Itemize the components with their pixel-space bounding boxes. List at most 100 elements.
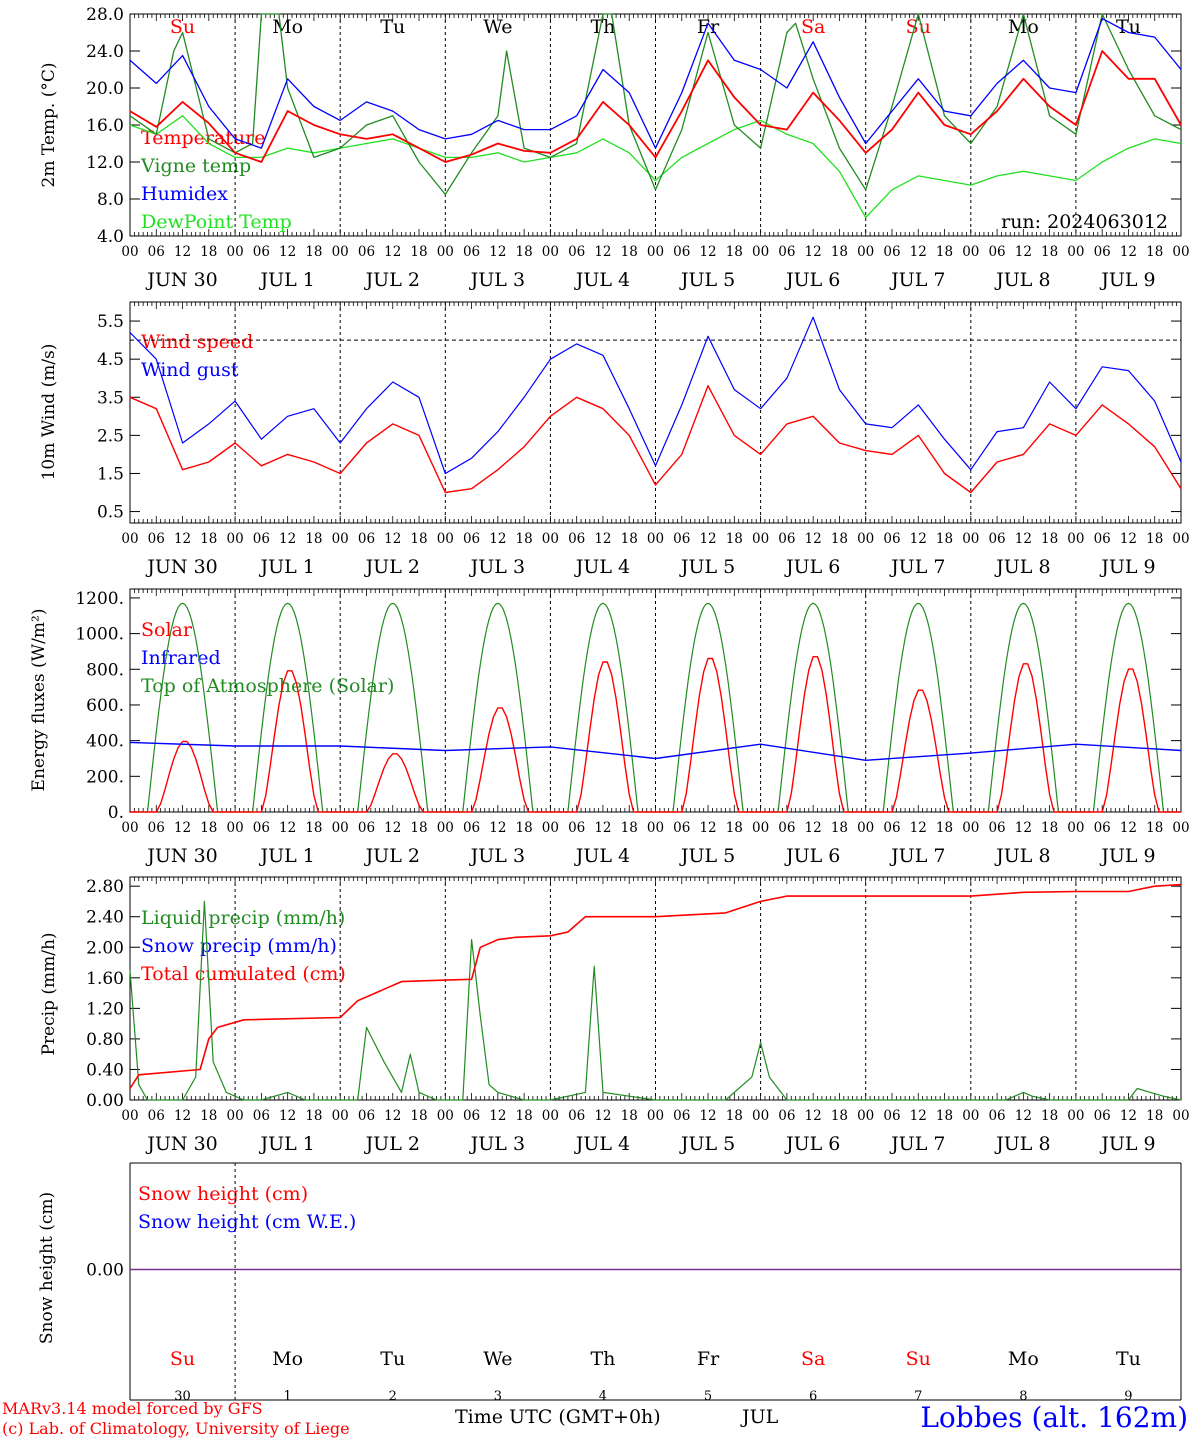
- hour-tick-label: 00: [962, 1108, 979, 1124]
- hour-tick-label: 00: [227, 244, 244, 260]
- hour-tick-label: 12: [594, 820, 611, 836]
- hour-tick-label: 12: [699, 1108, 716, 1124]
- date-label: JUL 1: [258, 1133, 314, 1155]
- hour-tick-label: 12: [1120, 1108, 1137, 1124]
- day-of-week-label: Su: [906, 1348, 931, 1370]
- hour-tick-label: 00: [1067, 1108, 1084, 1124]
- date-label: JUN 30: [145, 1133, 217, 1155]
- y-tick-label: 2.00: [86, 938, 124, 958]
- hour-tick-label: 06: [463, 531, 480, 547]
- day-of-week-label: We: [483, 1348, 512, 1370]
- solar-line: [130, 656, 1181, 813]
- y-tick-label: 2.80: [86, 877, 124, 897]
- hour-tick-label: 06: [988, 1108, 1005, 1124]
- hour-tick-label: 12: [174, 820, 191, 836]
- day-of-week-label: Mo: [1008, 16, 1039, 38]
- hour-tick-label: 18: [621, 531, 638, 547]
- hour-tick-label: 00: [332, 1108, 349, 1124]
- hour-tick-label: 18: [936, 1108, 953, 1124]
- hour-tick-label: 18: [726, 244, 743, 260]
- hour-tick-label: 06: [148, 1108, 165, 1124]
- date-label: JUL 4: [574, 556, 630, 578]
- legend-liquid-precip: Liquid precip (mm/h): [141, 907, 345, 929]
- y-tick-label: 400.: [86, 732, 124, 752]
- date-label: JUL 8: [994, 1133, 1050, 1155]
- date-label: JUL 7: [889, 845, 945, 867]
- hour-tick-label: 06: [883, 244, 900, 260]
- wind-speed-line: [129, 385, 1182, 494]
- hour-tick-label: 12: [699, 531, 716, 547]
- hour-tick-label: 06: [1094, 244, 1111, 260]
- hour-tick-label: 06: [253, 1108, 270, 1124]
- hour-tick-label: 18: [516, 244, 533, 260]
- y-tick-label: 16.0: [86, 116, 124, 136]
- hour-tick-label: 12: [1015, 244, 1032, 260]
- date-label: JUL 5: [679, 1133, 735, 1155]
- date-label: JUL 6: [784, 269, 840, 291]
- legend-vigne-temp: Vigne temp: [140, 155, 251, 177]
- hour-tick-label: 00: [121, 1108, 138, 1124]
- hour-tick-label: 12: [699, 244, 716, 260]
- hour-tick-label: 18: [305, 1108, 322, 1124]
- hour-tick-label: 18: [831, 820, 848, 836]
- hour-tick-label: 12: [489, 1108, 506, 1124]
- day-of-week-label: Th: [590, 16, 615, 38]
- hour-tick-label: 00: [1067, 244, 1084, 260]
- hour-tick-label: 06: [148, 820, 165, 836]
- y-tick-label: 3.5: [97, 388, 124, 408]
- day-of-week-label: Sa: [801, 16, 825, 38]
- wind-axis-title: 10m Wind (m/s): [39, 344, 59, 481]
- y-tick-label: 8.0: [97, 190, 124, 210]
- legend-total-cumulated: Total cumulated (cm): [141, 963, 346, 985]
- day-of-week-label: We: [483, 16, 512, 38]
- hour-tick-label: 00: [1172, 1108, 1189, 1124]
- hour-tick-label: 18: [1146, 244, 1163, 260]
- hour-tick-label: 06: [463, 244, 480, 260]
- hour-tick-label: 12: [910, 244, 927, 260]
- day-of-week-label: Mo: [1008, 1348, 1039, 1370]
- hour-tick-label: 06: [988, 820, 1005, 836]
- hour-tick-label: 00: [647, 820, 664, 836]
- toa-solar-line: [130, 602, 1181, 813]
- hour-tick-label: 18: [726, 1108, 743, 1124]
- hour-tick-label: 06: [883, 531, 900, 547]
- day-of-week-label: Th: [590, 1348, 615, 1370]
- day-of-week-label: Su: [170, 16, 195, 38]
- vigne-temp-line: [129, 13, 1182, 196]
- hour-tick-label: 00: [542, 820, 559, 836]
- temperature-line: [129, 50, 1182, 163]
- hour-tick-label: 00: [857, 531, 874, 547]
- precip-axis-title: Precip (mm/h): [39, 932, 59, 1055]
- day-of-week-label: Mo: [272, 1348, 303, 1370]
- hour-tick-label: 12: [279, 820, 296, 836]
- hour-tick-label: 18: [305, 820, 322, 836]
- hour-tick-label: 00: [962, 820, 979, 836]
- day-number-label: 9: [1124, 1389, 1132, 1404]
- total-cumulated-line: [129, 883, 1182, 1089]
- hour-tick-label: 06: [778, 244, 795, 260]
- hour-tick-label: 12: [594, 244, 611, 260]
- hour-tick-label: 12: [279, 1108, 296, 1124]
- hour-tick-label: 12: [1120, 820, 1137, 836]
- legend-humidex: Humidex: [141, 183, 228, 205]
- hour-tick-label: 12: [384, 820, 401, 836]
- y-tick-label: 0.80: [86, 1030, 124, 1050]
- station-label: Lobbes (alt. 162m): [920, 1401, 1188, 1434]
- day-number-label: 1: [284, 1389, 292, 1404]
- date-label: JUL 9: [1099, 1133, 1155, 1155]
- day-number-label: 8: [1019, 1389, 1027, 1404]
- hour-tick-label: 18: [410, 820, 427, 836]
- hour-tick-label: 12: [1120, 244, 1137, 260]
- hour-tick-label: 12: [805, 244, 822, 260]
- infrared-line: [129, 741, 1182, 761]
- hour-tick-label: 00: [1172, 820, 1189, 836]
- hour-tick-label: 00: [437, 244, 454, 260]
- date-label: JUL 8: [994, 556, 1050, 578]
- hour-tick-label: 00: [1172, 531, 1189, 547]
- time-axis-label: Time UTC (GMT+0h): [455, 1406, 661, 1428]
- hour-tick-label: 18: [1146, 820, 1163, 836]
- date-label: JUL 2: [364, 556, 420, 578]
- day-of-week-label: Su: [170, 1348, 195, 1370]
- hour-tick-label: 00: [437, 531, 454, 547]
- hour-tick-label: 12: [805, 820, 822, 836]
